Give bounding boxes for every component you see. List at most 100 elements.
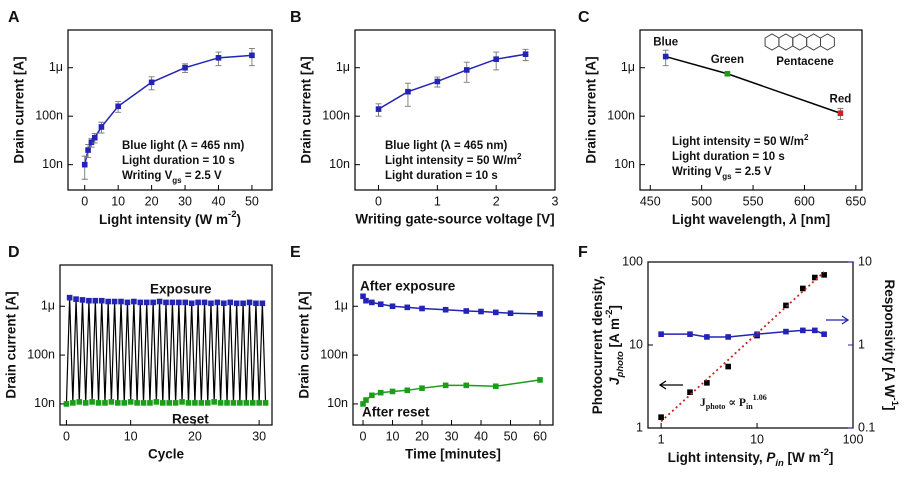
data-point [121,400,128,406]
text-segment: J [607,377,622,385]
panel-letter: B [290,9,302,26]
annotation: Blue light (λ = 465 nm) [385,140,508,152]
data-point [492,309,499,316]
data-point [166,400,173,406]
x-tick-label: 450 [640,194,661,208]
text-segment: λ [789,212,798,227]
data-point [253,300,259,307]
data-point [159,400,166,406]
data-point [243,400,250,406]
data-point [204,400,211,406]
data-point [658,331,664,337]
data-point [63,401,70,407]
plot-frame [354,29,556,191]
text-segment: Writing V [672,166,723,178]
fit-label: Jphoto ∝ Pin1.06 [700,393,767,411]
data-point [837,110,844,117]
data-point [256,400,262,406]
data-point [246,299,253,306]
data-point [419,385,425,391]
data-point [434,78,441,85]
data-point [377,301,384,308]
x-axis-label: Light intensity (W m-2) [99,209,241,227]
panel-letter: E [290,244,301,261]
data-point [360,401,366,407]
y-tick-label: 1 [636,420,643,434]
data-point [658,414,664,420]
text-segment: Photocurrent density, [590,276,605,415]
trace-line [65,297,267,404]
molecule-label: Pentacene [776,56,834,68]
data-point [240,300,246,307]
x-axis-label: Light intensity, Pin [W m-2] [668,447,834,469]
data-point [185,400,192,406]
data-point [215,55,222,61]
y-tick-label: 1μ [49,60,63,74]
data-point [463,382,470,389]
data-point [687,389,693,395]
data-point [85,147,91,153]
x-tick-label: 30 [252,429,266,443]
text-segment: in [775,458,784,469]
y2-tick-label: 0.1 [858,420,875,434]
y-tick-label: 100n [35,108,63,122]
annotation: Writing Vgs = 2.5 V [672,166,772,181]
series-line [661,329,825,338]
text-segment: [W m [784,450,821,465]
data-point [704,380,710,386]
series-line [83,54,252,165]
plot-frame [639,29,863,191]
y-axis-label: Jphoto [A m-2] [604,305,626,385]
y-tick-label: 1μ [336,60,350,74]
x-axis-label: Light wavelength, λ [nm] [672,212,830,227]
data-point [259,300,266,307]
data-point [147,400,153,406]
data-point [95,400,102,406]
data-point [783,328,789,335]
text-segment: -2 [821,447,829,458]
y-axis-label: Drain current [A] [584,56,599,163]
data-point [662,53,669,60]
y-tick-label: 10n [614,157,635,171]
data-point [88,139,95,146]
text-segment: gs [172,176,182,185]
y-axis-label: Photocurrent density, [590,276,605,415]
series-label: Reset [172,412,209,427]
text-segment: ] [882,406,897,411]
data-point [230,400,237,406]
data-point [195,299,201,306]
x-tick-label: 10 [111,194,125,208]
data-point [725,363,731,370]
data-point [66,294,73,301]
y-tick-label: 1μ [41,299,55,313]
data-point [111,298,118,305]
data-point [800,327,806,334]
data-point [98,297,105,304]
data-point [221,300,227,307]
x-tick-label: 1 [434,194,441,208]
x-tick-label: 30 [178,194,192,208]
x-axis-label: Time [minutes] [405,447,501,462]
series-line [660,271,825,423]
data-point [115,400,121,406]
data-point [821,272,827,278]
arrow [658,380,683,390]
molecule-ring [764,33,780,51]
data-point [91,134,98,141]
data-point [389,388,396,395]
x-tick-label: 40 [212,194,226,208]
molecule-ring [792,33,808,51]
annotation: Writing Vgs = 2.5 V [122,170,222,185]
text-segment: -2 [604,310,615,318]
data-point [148,79,155,86]
text-segment: = 2.5 V [732,166,772,178]
point-label: Red [830,93,852,105]
x-tick-label: 550 [743,194,764,208]
data-point [89,399,95,405]
text-segment: Responsivity [A W [882,280,897,398]
molecule-ring [806,33,821,51]
x-tick-label: 50 [245,194,259,208]
data-point [442,306,449,313]
text-segment: Light intensity = 50 W/m [672,136,804,148]
text-segment: -2 [228,209,236,220]
